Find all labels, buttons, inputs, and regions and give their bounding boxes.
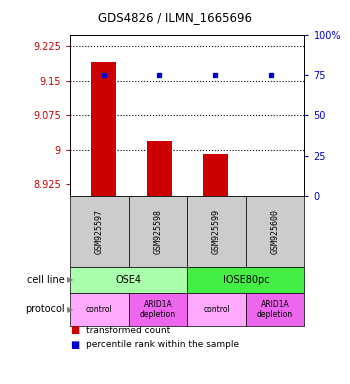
- Bar: [203, 154, 228, 196]
- Bar: [258, 196, 284, 212]
- Text: control: control: [86, 305, 113, 314]
- Bar: [147, 141, 172, 196]
- Text: IOSE80pc: IOSE80pc: [223, 275, 269, 285]
- Text: control: control: [203, 305, 230, 314]
- Text: cell line: cell line: [27, 275, 65, 285]
- Text: percentile rank within the sample: percentile rank within the sample: [86, 340, 239, 349]
- Text: ▶: ▶: [66, 275, 73, 285]
- Text: GSM925600: GSM925600: [271, 209, 280, 254]
- Text: GSM925598: GSM925598: [153, 209, 162, 254]
- Text: transformed count: transformed count: [86, 326, 170, 335]
- Text: ARID1A
depletion: ARID1A depletion: [140, 300, 176, 319]
- Text: ARID1A
depletion: ARID1A depletion: [257, 300, 293, 319]
- Text: GSM925599: GSM925599: [212, 209, 221, 254]
- Bar: [91, 62, 116, 196]
- Text: ▶: ▶: [66, 305, 73, 314]
- Text: ■: ■: [70, 325, 79, 335]
- Text: OSE4: OSE4: [116, 275, 142, 285]
- Text: ■: ■: [70, 340, 79, 350]
- Text: protocol: protocol: [25, 304, 65, 314]
- Text: GDS4826 / ILMN_1665696: GDS4826 / ILMN_1665696: [98, 12, 252, 25]
- Text: GSM925597: GSM925597: [95, 209, 104, 254]
